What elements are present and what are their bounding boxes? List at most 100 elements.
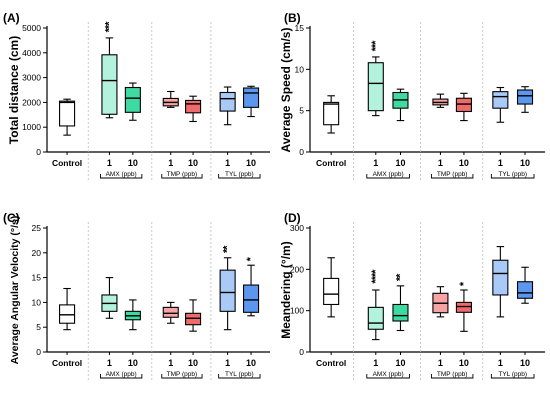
- y-tick-label: 0: [299, 147, 304, 157]
- group-bracket: [490, 174, 535, 179]
- y-axis-label: Average Speed (cm/s): [279, 28, 293, 153]
- box: [455, 97, 472, 113]
- group-label: TMP (ppb): [437, 371, 468, 378]
- box: [185, 312, 202, 326]
- y-tick-label: 4000: [22, 48, 41, 58]
- box: [219, 91, 236, 112]
- group-label: AMX (ppb): [106, 171, 137, 178]
- x-tick-label: 10: [459, 358, 469, 368]
- x-tick-label: 1: [438, 158, 443, 168]
- box: [124, 86, 141, 113]
- group-bracket: [218, 174, 261, 179]
- significance-label: ***: [103, 21, 115, 33]
- x-tick-label: Control: [52, 358, 82, 368]
- group-bracket: [161, 174, 203, 179]
- x-tick-label: 10: [188, 358, 198, 368]
- y-tick-label: 10: [32, 297, 42, 307]
- group-bracket: [366, 374, 410, 379]
- group-label: AMX (ppb): [373, 371, 404, 378]
- significance-label: ***: [370, 40, 382, 52]
- box: [392, 303, 409, 322]
- x-tick-label: 1: [107, 358, 112, 368]
- y-tick-label: 5: [36, 322, 41, 332]
- panel-1: (A) Total distance (cm) 0 1000 2000 3000 4000 5…: [3, 11, 270, 182]
- x-tick-label: 1: [373, 358, 378, 368]
- panel-label: (D): [284, 211, 301, 225]
- x-tick-label: 10: [128, 158, 138, 168]
- group-label: TMP (ppb): [437, 171, 468, 178]
- panel-label: (C): [3, 211, 20, 225]
- box: [367, 62, 384, 112]
- box: [323, 277, 340, 306]
- y-tick-label: 2000: [22, 97, 41, 107]
- panel-3: (C)Average Angular Velocity (°/s) 0 5 10 15 2…: [3, 211, 270, 382]
- x-tick-label: Control: [52, 158, 82, 168]
- box: [367, 306, 384, 330]
- y-tick-label: 0: [36, 147, 41, 157]
- x-tick-label: 1: [168, 358, 173, 368]
- significance-label: **: [394, 273, 406, 281]
- box: [59, 100, 76, 127]
- y-tick-label: 15: [295, 23, 305, 33]
- x-tick-label: 10: [246, 158, 256, 168]
- group-bracket: [99, 174, 143, 179]
- x-tick-label: 10: [395, 158, 405, 168]
- x-tick-label: 1: [498, 158, 503, 168]
- x-tick-label: 10: [520, 358, 530, 368]
- significance-label: ****: [370, 269, 382, 284]
- box: [219, 269, 236, 312]
- y-tick-label: 3000: [22, 73, 41, 83]
- y-tick-label: 25: [32, 223, 42, 233]
- box: [492, 91, 509, 109]
- group-label: TYL (ppb): [225, 371, 254, 378]
- box: [242, 284, 260, 313]
- panel-4: (D)Meandering (°/m)0100200300Control****…: [279, 211, 545, 382]
- y-tick-label: 200: [290, 264, 304, 274]
- y-axis-label: Average Angular Velocity (°/s): [9, 216, 21, 365]
- box: [516, 281, 534, 299]
- group-bracket: [218, 374, 261, 379]
- significance-label: **: [222, 245, 234, 253]
- x-tick-label: 10: [395, 358, 405, 368]
- x-tick-label: 1: [168, 158, 173, 168]
- y-tick-label: 1000: [22, 122, 41, 132]
- panel-label: (A): [3, 11, 20, 25]
- box: [516, 89, 534, 105]
- x-tick-label: Control: [316, 158, 346, 168]
- x-tick-label: 10: [188, 158, 198, 168]
- y-axis-label: Total distance (cm): [7, 36, 21, 144]
- group-bracket: [99, 374, 143, 379]
- box: [101, 54, 118, 115]
- x-tick-label: Control: [316, 358, 346, 368]
- significance-label: *: [245, 256, 257, 261]
- box: [185, 99, 202, 114]
- group-label: TYL (ppb): [498, 371, 527, 378]
- x-tick-label: 10: [459, 158, 469, 168]
- x-tick-label: 1: [225, 358, 230, 368]
- group-bracket: [490, 374, 535, 379]
- box: [59, 304, 76, 324]
- y-tick-label: 300: [290, 223, 304, 233]
- panel-2: (B) Average Speed (cm/s) 0 5 10 15 Control *** 1…: [279, 11, 545, 182]
- y-tick-label: 5: [299, 106, 304, 116]
- box: [242, 87, 260, 108]
- group-bracket: [430, 374, 474, 379]
- y-tick-label: 10: [295, 64, 305, 74]
- group-label: TMP (ppb): [167, 171, 198, 178]
- box: [323, 101, 340, 126]
- y-tick-label: 20: [32, 248, 42, 258]
- box: [455, 301, 472, 313]
- group-label: TMP (ppb): [167, 371, 198, 378]
- y-axis-label: Meandering (°/m): [279, 241, 293, 338]
- group-label: TYL (ppb): [225, 171, 254, 178]
- box: [162, 306, 179, 318]
- significance-label: *: [458, 281, 470, 286]
- group-label: AMX (ppb): [106, 371, 137, 378]
- x-tick-label: 1: [225, 158, 230, 168]
- group-bracket: [366, 174, 410, 179]
- panel-label: (B): [284, 11, 301, 25]
- x-tick-label: 10: [128, 358, 138, 368]
- y-tick-label: 5000: [22, 23, 41, 33]
- group-label: TYL (ppb): [498, 171, 527, 178]
